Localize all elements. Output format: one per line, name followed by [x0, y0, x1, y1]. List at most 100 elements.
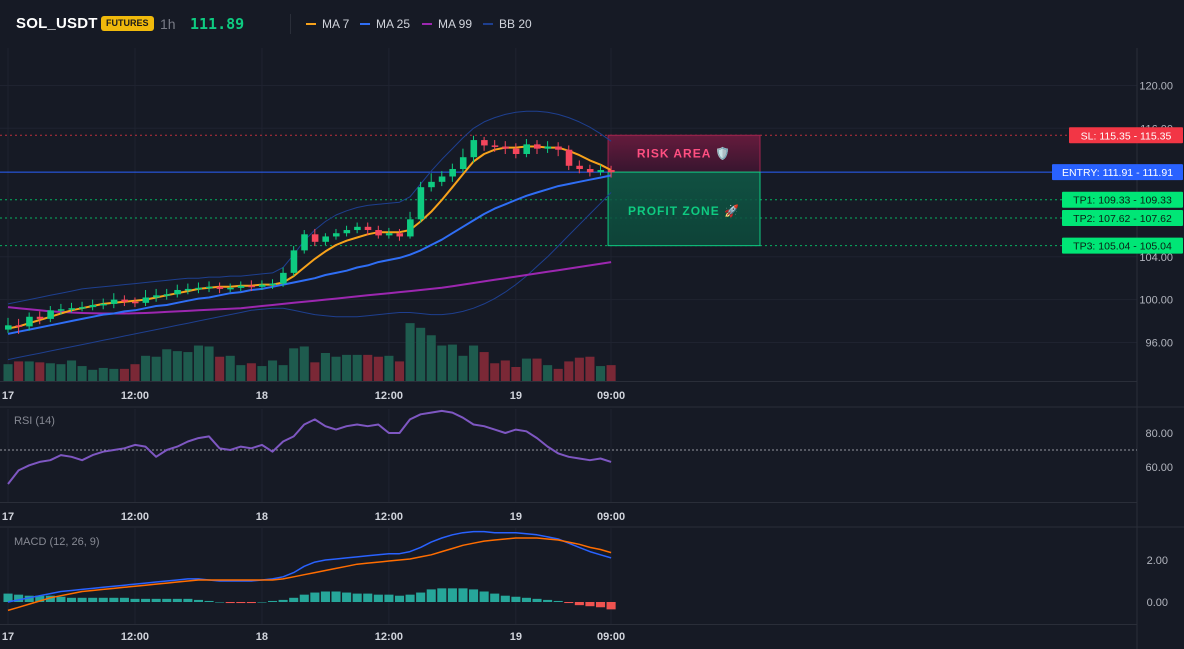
profit-zone-label: PROFIT ZONE 🚀 [628, 204, 740, 218]
legend-ma7[interactable]: MA 7 [306, 17, 349, 31]
entry-price-tag-label: ENTRY: 111.91 - 111.91 [1062, 167, 1173, 179]
candle-body [555, 146, 562, 150]
macd-histogram-bar [225, 602, 235, 604]
header-divider [290, 14, 291, 34]
candle-body [100, 303, 107, 306]
macd-histogram-bar [3, 593, 13, 602]
candle-body [195, 287, 203, 290]
volume-bar [109, 368, 119, 381]
volume-bar [405, 323, 415, 381]
macd-histogram-bar [14, 594, 24, 602]
macd-histogram-bar [56, 596, 66, 602]
candle-body [491, 145, 499, 147]
macd-histogram-bar [109, 597, 119, 602]
tp1-price-tag-label: TP1: 109.33 - 109.33 [1073, 195, 1172, 207]
volume-bar [394, 361, 405, 381]
candle-body [438, 176, 446, 182]
volume-bar [130, 364, 140, 381]
volume-bar [447, 344, 457, 381]
profit-zone [607, 171, 761, 247]
volume-bar [193, 345, 204, 381]
axes: 120.00116.00104.00100.0096.0080.0060.002… [2, 80, 1183, 643]
candle-body [586, 168, 594, 173]
volume-bar [77, 366, 87, 381]
symbol-name[interactable]: SOL_USDT [16, 15, 98, 32]
macd-pane [3, 530, 616, 612]
ma7-swatch [306, 22, 316, 25]
macd-histogram-bar [141, 598, 151, 602]
candle-body [354, 226, 361, 231]
macd-histogram-bar [246, 602, 256, 604]
volume-bar [331, 356, 341, 381]
tp1-price-tag [1062, 191, 1183, 208]
ma7-label: MA 7 [322, 17, 350, 31]
legend-ma25[interactable]: MA 25 [360, 17, 410, 31]
bb-upper-line [7, 110, 612, 305]
entry-price-tag [1052, 164, 1183, 181]
macd-histogram-bar [236, 602, 246, 604]
candle-body [184, 288, 192, 291]
macd-histogram-bar [331, 591, 341, 602]
volume-bar [119, 368, 129, 381]
volume-bar [500, 360, 510, 381]
macd-histogram-bar [162, 598, 172, 602]
volume-bar [172, 351, 182, 381]
price-tick-label: 96.00 [1145, 337, 1173, 349]
candle-body [343, 230, 351, 234]
volume-bar [225, 355, 235, 381]
macd-histogram-bar [521, 597, 531, 602]
bb-lower-line [7, 192, 612, 361]
volume-bar [162, 349, 172, 381]
volume-bar [98, 367, 108, 381]
time-tick-label: 19 [510, 631, 522, 643]
macd-histogram-bar [553, 600, 563, 602]
time-tick-label: 17 [2, 631, 14, 643]
macd-histogram-bar [151, 598, 161, 602]
candle-body [407, 219, 414, 237]
candle-body [534, 144, 541, 149]
ma25-line [7, 174, 612, 335]
futures-badge: FUTURES [101, 16, 154, 31]
macd-histogram-bar [564, 602, 574, 604]
macd-histogram-bar [394, 595, 405, 602]
volume-bar [183, 352, 193, 381]
macd-histogram-bar [268, 600, 278, 602]
candle-body [375, 230, 382, 236]
time-tick-label: 12:00 [375, 511, 403, 523]
macd-histogram-bar [574, 602, 584, 606]
candle-body [597, 170, 605, 173]
candle-body [237, 285, 245, 288]
volume-bar [14, 361, 24, 381]
time-tick-label: 18 [256, 390, 268, 402]
candle-body [5, 325, 12, 330]
volume-bar [24, 361, 34, 381]
candle-body [332, 233, 340, 237]
candle-body [47, 310, 54, 319]
pane-separators [0, 48, 1184, 649]
candle-body [89, 304, 97, 308]
candle-body [396, 233, 404, 237]
volume-bar [521, 358, 531, 381]
macd-histogram-bar [458, 588, 468, 602]
volume-bar [3, 364, 13, 381]
macd-histogram-bar [543, 599, 553, 602]
legend-ma99[interactable]: MA 99 [422, 17, 472, 31]
volume-bar [151, 356, 161, 381]
candle-body [110, 299, 118, 304]
macd-histogram-bar [130, 598, 140, 602]
ma25-swatch [360, 22, 370, 25]
volume-bar [257, 366, 267, 381]
interval-selector[interactable]: 1h [160, 16, 176, 32]
macd-tick-label: 2.00 [1147, 555, 1168, 567]
macd-pane-label: MACD (12, 26, 9) [14, 536, 100, 548]
legend-bb20[interactable]: BB 20 [483, 17, 532, 31]
volume-bar [469, 345, 479, 381]
time-tick-label: 09:00 [597, 631, 625, 643]
macd-histogram-bar [172, 598, 182, 602]
price-tick-label: 120.00 [1139, 80, 1173, 92]
macd-histogram-bar [45, 595, 55, 602]
ma99-label: MA 99 [438, 17, 473, 31]
time-tick-label: 17 [2, 390, 14, 402]
tp2-price-tag [1062, 210, 1183, 227]
